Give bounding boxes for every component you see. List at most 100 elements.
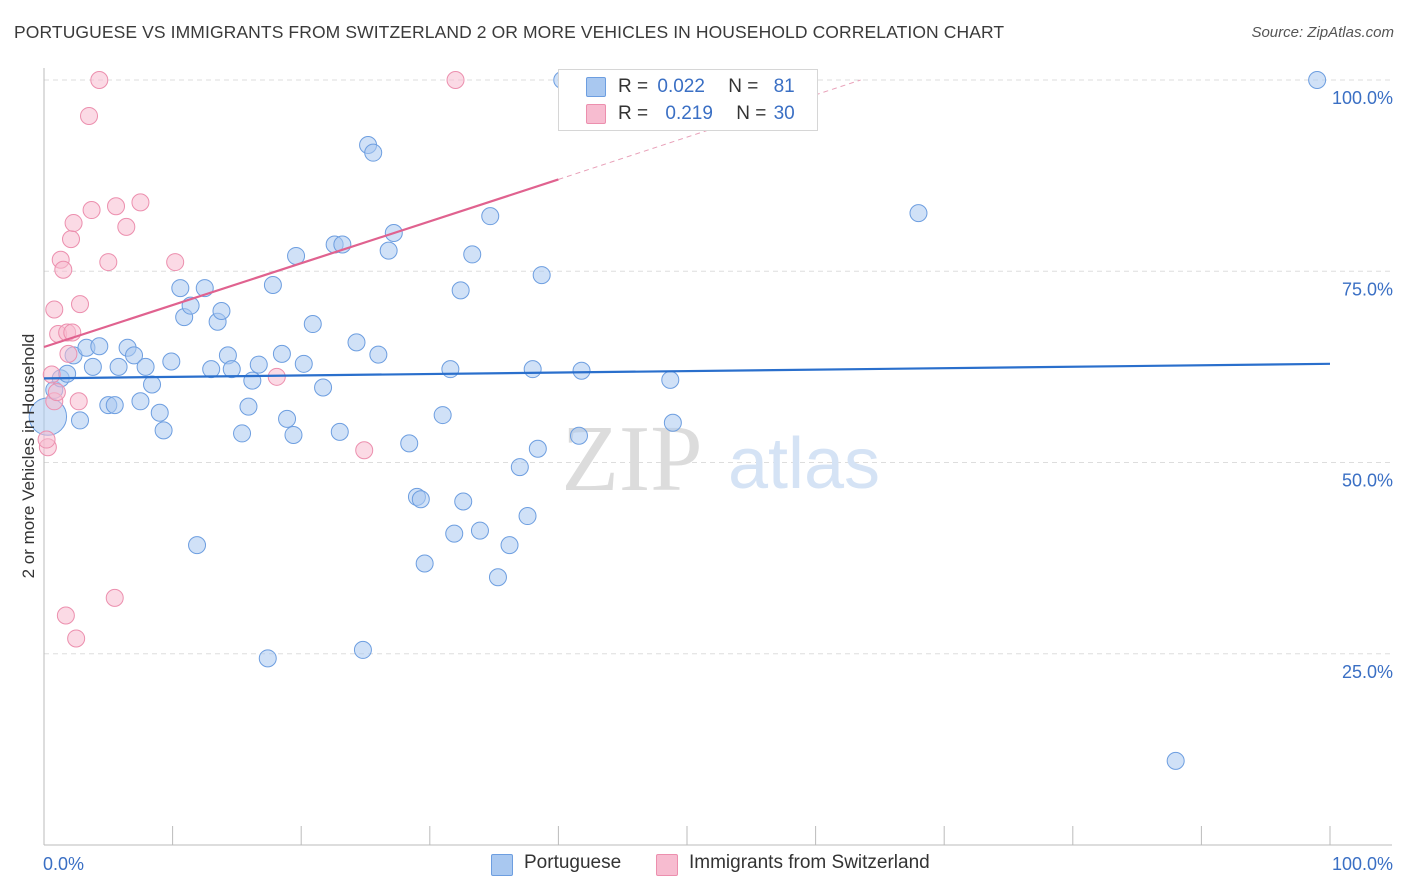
data-point-switzerland <box>56 606 75 625</box>
data-point-portuguese <box>105 396 124 415</box>
data-point-portuguese <box>83 357 102 376</box>
y-tick-label: 100.0% <box>1332 88 1393 108</box>
legend-label-switzerland: Immigrants from Switzerland <box>689 852 930 873</box>
legend-label-portuguese: Portuguese <box>524 852 622 873</box>
data-point-portuguese <box>433 406 452 425</box>
data-point-portuguese <box>463 245 482 264</box>
series-portuguese-points <box>28 71 1327 770</box>
trend-line-portuguese <box>43 362 1331 380</box>
data-point-portuguese <box>411 490 430 509</box>
data-point-portuguese <box>663 413 682 432</box>
data-point-portuguese <box>451 281 470 300</box>
y-tick-label: 75.0% <box>1342 279 1393 299</box>
data-point-switzerland <box>37 430 56 449</box>
watermark: ZIP atlas <box>562 407 881 511</box>
data-point-portuguese <box>294 354 313 373</box>
r-value: 0.219 <box>665 103 713 124</box>
data-point-portuguese <box>243 371 262 390</box>
data-point-portuguese <box>90 337 109 356</box>
data-point-portuguese <box>131 392 150 411</box>
data-point-portuguese <box>150 403 169 422</box>
data-point-switzerland <box>45 300 64 319</box>
data-point-switzerland <box>42 365 61 384</box>
data-point-portuguese <box>314 378 333 397</box>
data-point-portuguese <box>143 375 162 394</box>
data-point-portuguese <box>109 357 128 376</box>
data-point-portuguese <box>330 422 349 441</box>
data-point-switzerland <box>131 193 150 212</box>
data-point-portuguese <box>528 439 547 458</box>
data-point-portuguese <box>569 426 588 445</box>
axes <box>43 68 1392 846</box>
n-label: N = <box>728 76 759 97</box>
y-axis-label: 2 or more Vehicles in Household <box>19 334 38 579</box>
data-point-portuguese <box>202 360 221 379</box>
y-tick-label: 50.0% <box>1342 471 1393 491</box>
y-tick-label: 25.0% <box>1342 662 1393 682</box>
grid-lines <box>44 79 1392 655</box>
data-point-portuguese <box>154 421 173 440</box>
data-point-portuguese <box>488 568 507 587</box>
data-point-portuguese <box>222 360 241 379</box>
data-point-portuguese <box>188 536 207 555</box>
n-label: N = <box>736 103 767 124</box>
data-point-portuguese <box>212 302 231 321</box>
r-label: R = <box>618 76 649 97</box>
data-point-portuguese <box>249 355 268 374</box>
data-point-switzerland <box>67 629 86 648</box>
data-point-portuguese <box>572 361 591 380</box>
legend-swatch-pink <box>586 104 606 124</box>
data-point-portuguese <box>125 346 144 365</box>
data-point-switzerland <box>71 295 90 314</box>
data-point-portuguese <box>445 524 464 543</box>
data-point-portuguese <box>523 360 542 379</box>
legend-swatch-blue <box>586 77 606 97</box>
data-point-portuguese <box>272 344 291 363</box>
watermark-atlas: atlas <box>728 424 880 504</box>
r-label: R = <box>618 103 649 124</box>
x-tick-label-right: 100.0% <box>1332 854 1393 874</box>
data-point-portuguese <box>263 276 282 295</box>
data-point-portuguese <box>532 266 551 285</box>
data-point-switzerland <box>54 260 73 279</box>
data-point-portuguese <box>364 143 383 162</box>
stats-legend-row-portuguese: R = 0.022 N = 81 <box>559 74 817 98</box>
data-point-portuguese <box>347 333 366 352</box>
data-point-portuguese <box>454 492 473 511</box>
data-point-switzerland <box>69 392 88 411</box>
data-point-portuguese <box>258 649 277 668</box>
data-point-switzerland <box>99 253 118 272</box>
stats-legend-row-switzerland: R = 0.219 N = 30 <box>559 101 817 125</box>
data-point-portuguese <box>470 521 489 540</box>
data-point-portuguese <box>441 360 460 379</box>
data-point-portuguese <box>239 397 258 416</box>
data-point-portuguese <box>369 345 388 364</box>
data-point-switzerland <box>47 383 66 402</box>
data-point-portuguese <box>58 364 77 383</box>
data-point-switzerland <box>82 201 101 220</box>
data-point-portuguese <box>71 411 90 430</box>
data-point-switzerland <box>80 106 99 125</box>
data-point-portuguese <box>415 554 434 573</box>
source-label: Source: ZipAtlas.com <box>1251 24 1394 41</box>
data-point-portuguese <box>1308 71 1327 89</box>
series-legend: Portuguese Immigrants from Switzerland <box>0 852 1406 878</box>
data-point-portuguese <box>400 434 419 453</box>
data-point-portuguese <box>284 425 303 444</box>
data-point-portuguese <box>1166 751 1185 770</box>
legend-swatch-pink <box>656 854 678 876</box>
data-point-portuguese <box>909 204 928 223</box>
data-point-portuguese <box>303 315 322 334</box>
x-tick-label-left: 0.0% <box>43 854 84 874</box>
data-point-switzerland <box>90 71 109 89</box>
chart-title: PORTUGUESE VS IMMIGRANTS FROM SWITZERLAN… <box>14 22 1005 42</box>
data-point-portuguese <box>353 640 372 659</box>
data-point-switzerland <box>446 71 465 89</box>
data-point-portuguese <box>162 352 181 371</box>
data-point-switzerland <box>355 441 374 460</box>
data-point-portuguese <box>518 507 537 526</box>
data-point-portuguese <box>510 458 529 477</box>
data-point-portuguese <box>379 241 398 260</box>
data-point-switzerland <box>62 230 81 249</box>
